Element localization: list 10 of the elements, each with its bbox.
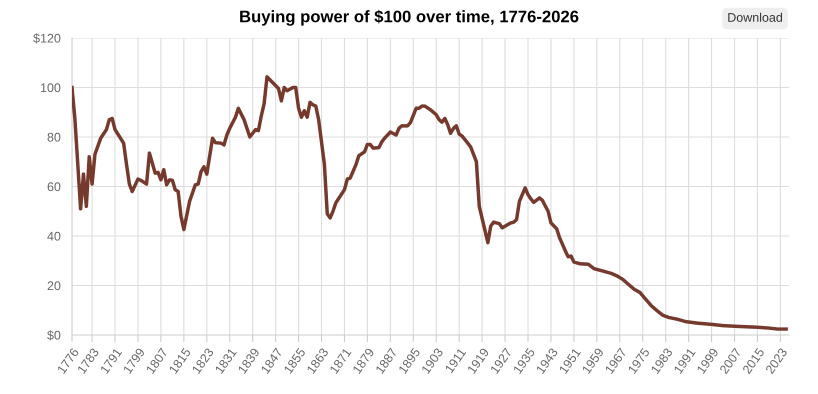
y-tick-label: 20: [48, 281, 60, 290]
text: Download: [728, 12, 782, 22]
y-tick-label: $0: [47, 330, 60, 340]
y-tick-label: 80: [48, 132, 60, 142]
chart-title: Buying power of $100 over time, 1776-2026: [240, 10, 578, 26]
y-tick-label: $120: [33, 33, 60, 44]
y-tick-label: 60: [48, 182, 60, 192]
line-series: [72, 75, 788, 331]
y-tick-label: 40: [47, 232, 60, 241]
y-tick-label: 100: [40, 83, 60, 92]
